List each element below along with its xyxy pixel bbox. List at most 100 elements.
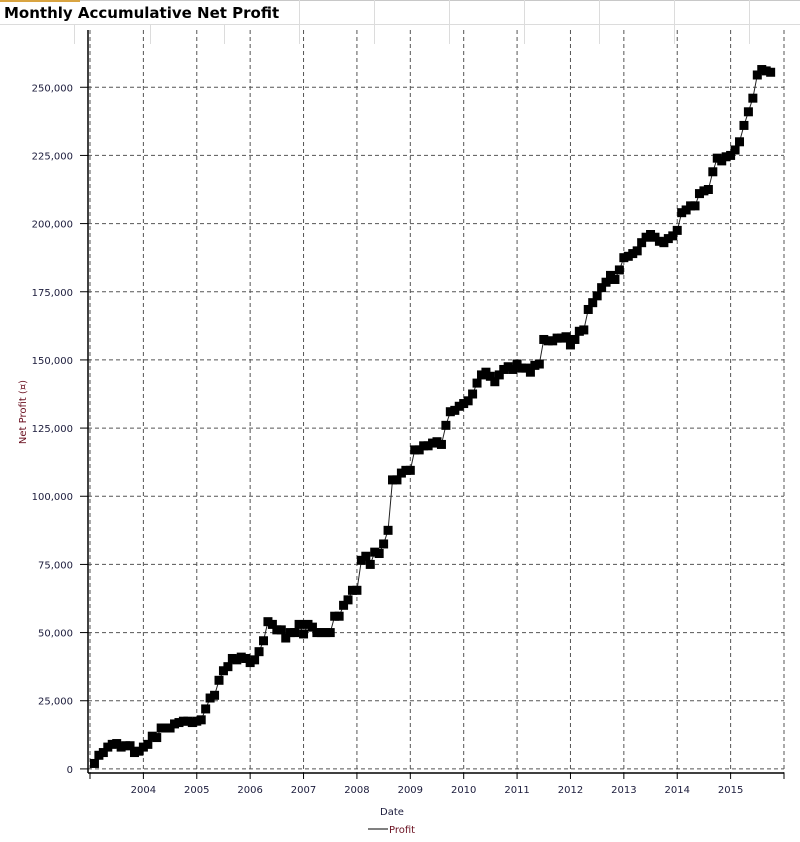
y-tick-label: 125,000 xyxy=(32,424,73,435)
y-tick-label: 0 xyxy=(67,765,73,776)
profit-marker xyxy=(597,283,607,293)
profit-marker xyxy=(290,628,300,638)
profit-marker xyxy=(250,655,260,665)
legend-label-profit: Profit xyxy=(389,825,415,836)
y-tick-label: 75,000 xyxy=(38,560,73,571)
profit-marker xyxy=(339,600,349,610)
profit-marker xyxy=(525,367,535,377)
profit-marker xyxy=(565,340,575,350)
profit-marker xyxy=(365,559,375,569)
x-tick-label: 2009 xyxy=(398,785,423,796)
profit-marker xyxy=(343,595,353,605)
profit-marker xyxy=(766,67,776,77)
profit-marker xyxy=(632,246,642,256)
y-tick-label: 100,000 xyxy=(32,492,73,503)
header-divider xyxy=(0,24,800,25)
profit-marker xyxy=(668,231,678,241)
profit-marker xyxy=(441,420,451,430)
header-cell-divider xyxy=(299,0,300,44)
profit-marker xyxy=(614,265,624,275)
header-cell-divider xyxy=(374,0,375,44)
profit-marker xyxy=(98,748,108,758)
profit-marker xyxy=(196,715,206,725)
profit-marker xyxy=(579,325,589,335)
header-cell-divider xyxy=(74,24,75,44)
profit-marker xyxy=(405,465,415,475)
profit-marker xyxy=(739,120,749,130)
top-accent xyxy=(0,0,80,2)
profit-marker xyxy=(201,704,211,714)
profit-marker xyxy=(472,378,482,388)
profit-marker xyxy=(281,633,291,643)
profit-marker xyxy=(752,70,762,80)
y-tick-label: 25,000 xyxy=(38,697,73,708)
profit-marker xyxy=(267,619,277,629)
profit-marker xyxy=(743,107,753,117)
x-tick-label: 2008 xyxy=(344,785,369,796)
profit-marker xyxy=(361,551,371,561)
profit-marker xyxy=(534,359,544,369)
profit-marker xyxy=(436,439,446,449)
profit-marker xyxy=(214,675,224,685)
profit-marker xyxy=(276,625,286,635)
profit-marker xyxy=(125,741,135,751)
header-cell-divider xyxy=(674,0,675,44)
profit-marker xyxy=(352,585,362,595)
profit-marker xyxy=(374,549,384,559)
y-tick-label: 225,000 xyxy=(32,151,73,162)
top-border xyxy=(0,0,800,1)
profit-marker xyxy=(379,539,389,549)
x-tick-label: 2004 xyxy=(131,785,156,796)
x-tick-label: 2010 xyxy=(451,785,476,796)
profit-marker xyxy=(672,225,682,235)
header-cell-divider xyxy=(524,0,525,44)
x-tick-label: 2012 xyxy=(558,785,583,796)
header-cell-divider xyxy=(449,0,450,44)
profit-marker xyxy=(259,636,268,646)
header-cell-divider xyxy=(599,0,600,44)
profit-marker xyxy=(89,758,99,768)
profit-marker xyxy=(708,167,718,177)
profit-marker xyxy=(383,525,393,535)
profit-marker xyxy=(325,628,335,638)
profit-line xyxy=(94,68,771,764)
x-tick-label: 2011 xyxy=(504,785,529,796)
profit-marker xyxy=(748,93,758,103)
profit-marker xyxy=(637,238,647,248)
x-tick-label: 2006 xyxy=(237,785,262,796)
profit-marker xyxy=(690,201,700,211)
header-cell-divider xyxy=(150,24,151,44)
profit-marker xyxy=(508,364,518,374)
profit-marker xyxy=(463,396,473,406)
x-tick-label: 2014 xyxy=(665,785,690,796)
profit-marker xyxy=(583,304,593,314)
profit-marker xyxy=(143,739,153,749)
profit-marker xyxy=(703,185,713,195)
header-cell-divider xyxy=(224,24,225,44)
profit-marker xyxy=(254,647,264,657)
profit-marker xyxy=(561,332,571,342)
profit-marker xyxy=(468,389,478,399)
header-cell-divider xyxy=(749,0,750,44)
x-tick-label: 2007 xyxy=(291,785,316,796)
profit-marker xyxy=(726,150,736,160)
profit-marker xyxy=(294,619,304,629)
x-tick-label: 2013 xyxy=(611,785,636,796)
profit-marker xyxy=(588,298,598,308)
profit-marker xyxy=(570,334,580,344)
profit-marker xyxy=(601,277,611,287)
y-tick-label: 200,000 xyxy=(32,220,73,231)
y-axis-label: Net Profit (¤) xyxy=(18,380,29,444)
profit-marker xyxy=(152,733,162,743)
y-tick-label: 175,000 xyxy=(32,288,73,299)
y-tick-label: 50,000 xyxy=(38,629,73,640)
profit-marker xyxy=(494,370,504,380)
y-tick-label: 150,000 xyxy=(32,356,73,367)
profit-marker xyxy=(730,145,740,155)
x-tick-label: 2015 xyxy=(718,785,743,796)
profit-marker xyxy=(485,371,495,381)
x-axis-label: Date xyxy=(380,807,404,818)
profit-marker xyxy=(610,274,620,284)
chart-title: Monthly Accumulative Net Profit xyxy=(4,4,280,22)
